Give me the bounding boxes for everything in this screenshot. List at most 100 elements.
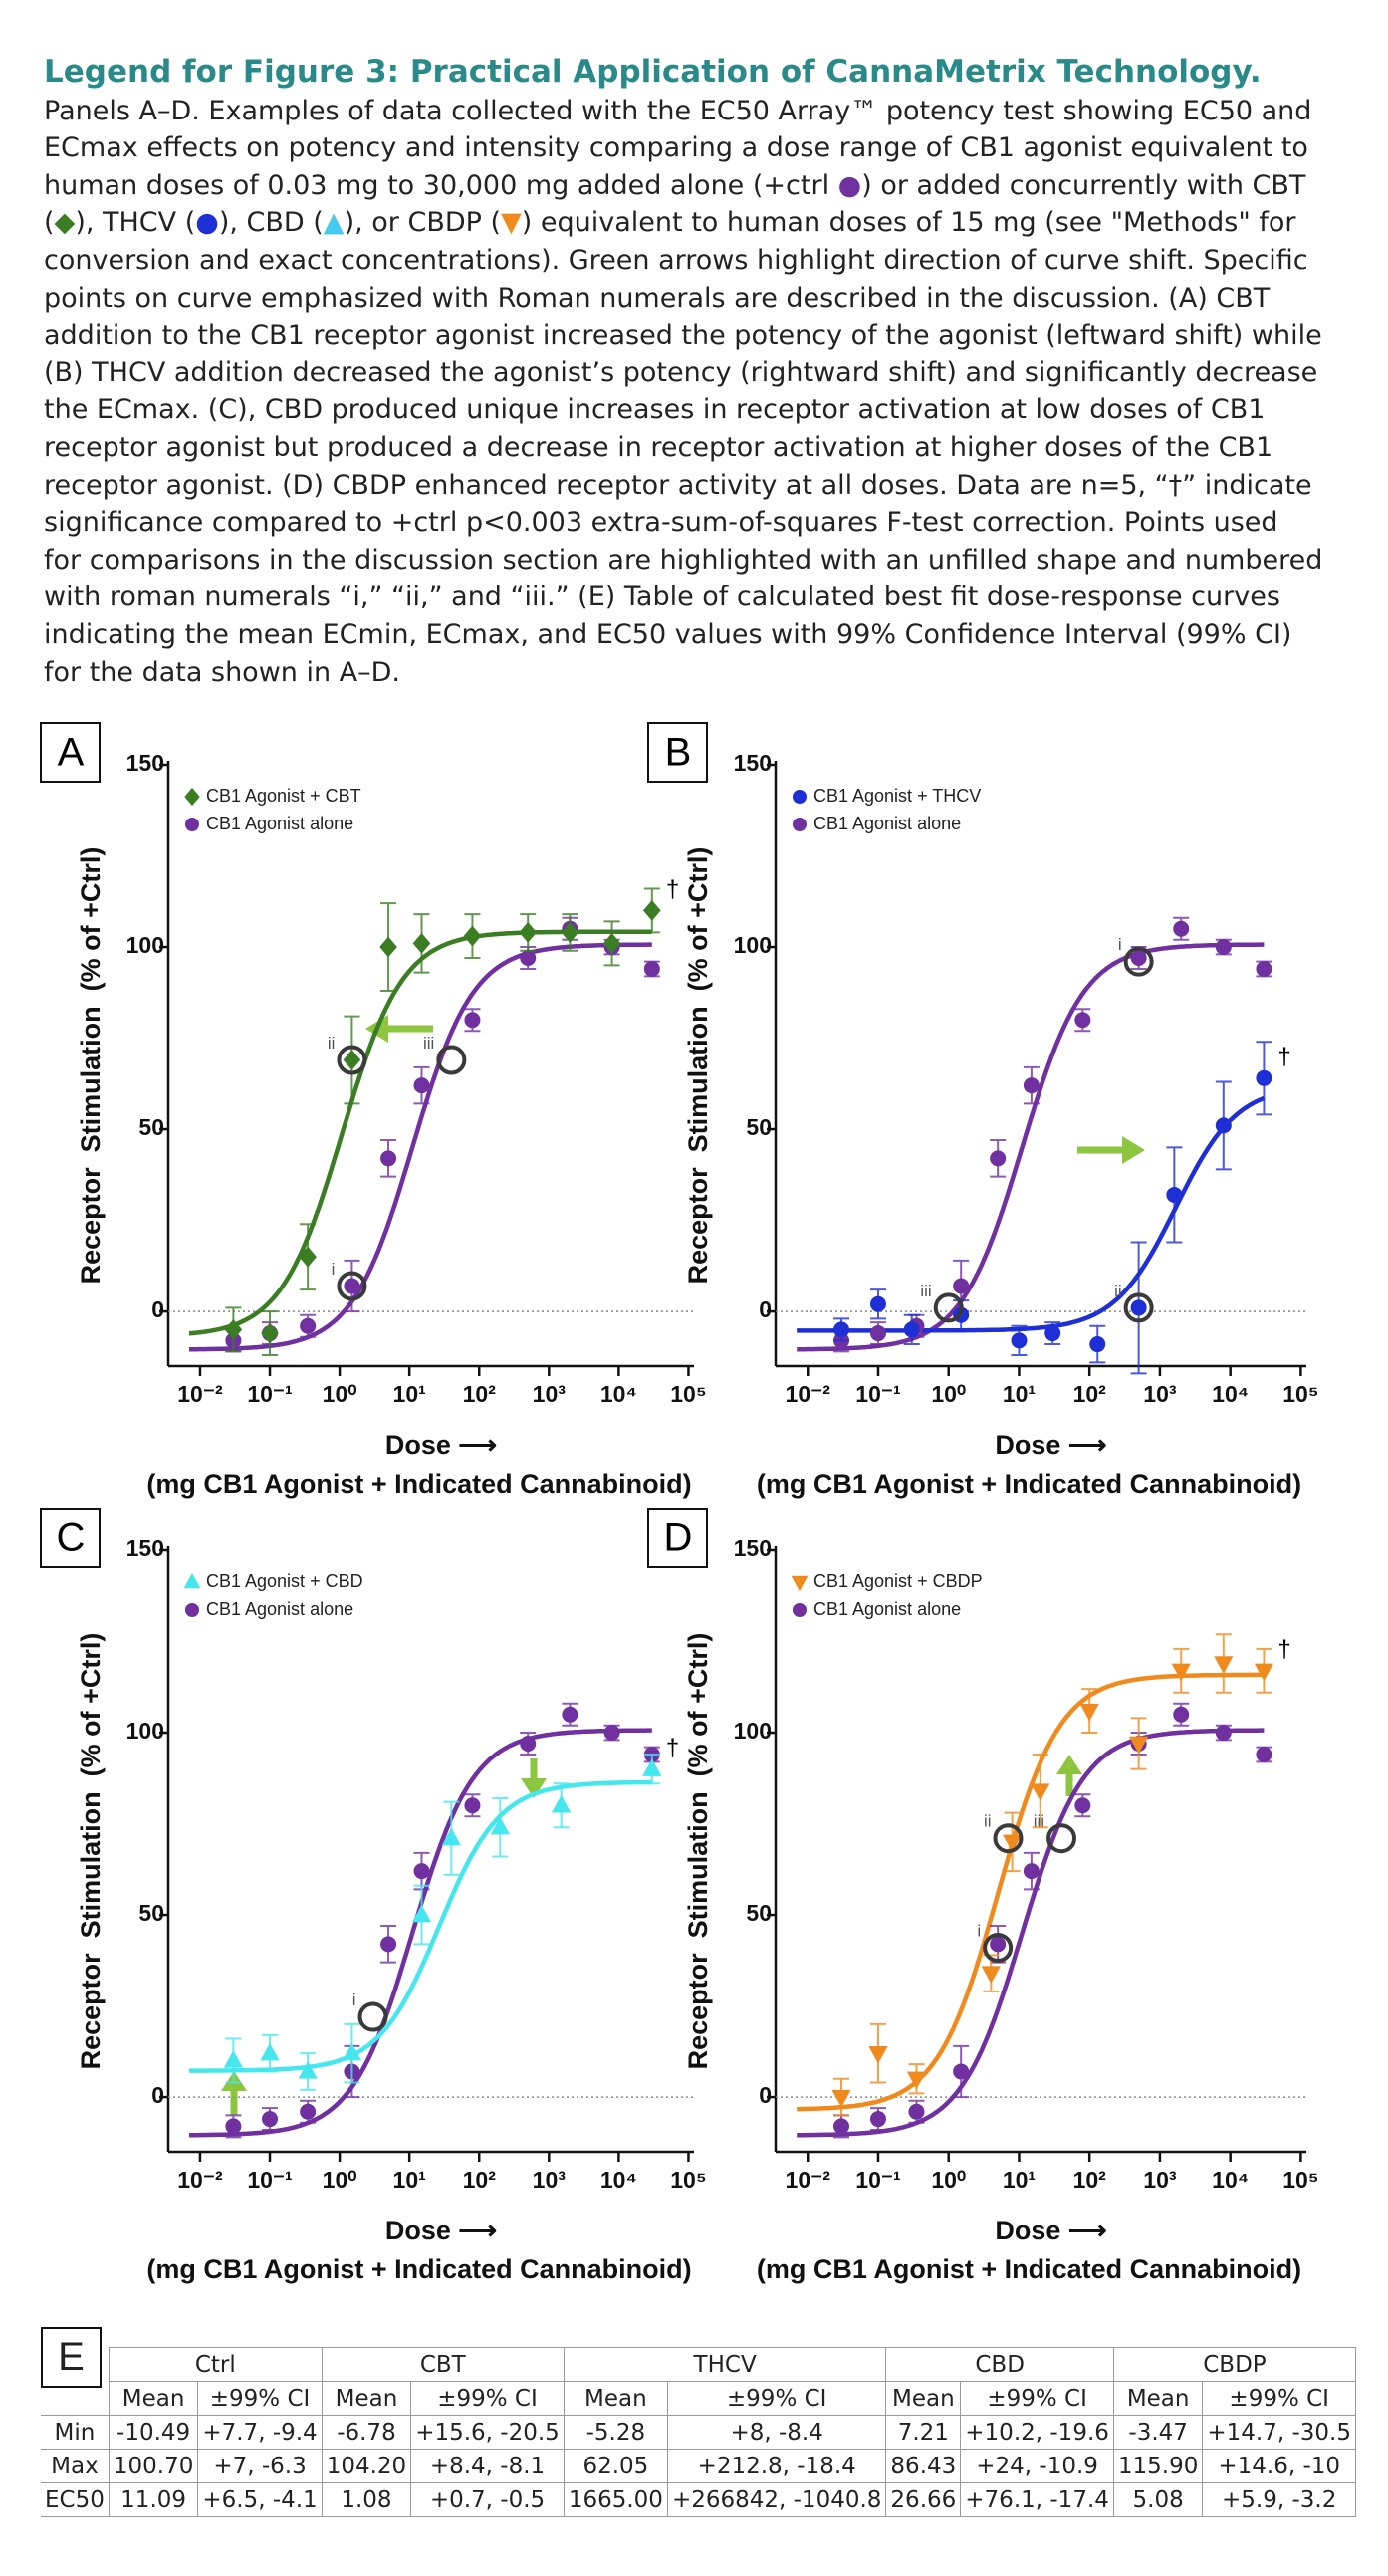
x-tick-label: 10¹ <box>393 1381 426 1407</box>
data-point <box>261 1322 279 1344</box>
highlight-point <box>933 1292 964 1323</box>
panel-label: C <box>57 1517 86 1560</box>
data-point <box>1173 920 1190 937</box>
data-point <box>411 1904 432 1923</box>
data-point <box>298 2061 318 2079</box>
table-cell: 7.21 <box>885 2415 962 2450</box>
chart-panel: C 0 50 100 150 10⁻² 10⁻¹ 10⁰ 10¹ 10² 10³ 10⁴ 10⁵ Rece… <box>40 1508 707 2284</box>
panel-box <box>647 722 708 783</box>
x-axis-label: Dose ⟶ <box>385 1430 497 1460</box>
data-point <box>380 1936 397 1953</box>
group-header: CBD <box>885 2347 1114 2382</box>
data-point <box>1031 1783 1050 1801</box>
x-tick-label: 10² <box>463 2167 497 2193</box>
x-tick-label: 10⁵ <box>670 1381 706 1407</box>
table-cell: -10.49 <box>108 2415 199 2450</box>
x-tick-label: 10⁴ <box>1212 2167 1249 2193</box>
table-cell: -3.47 <box>1112 2415 1204 2450</box>
x-tick-label: 10³ <box>1143 1381 1177 1407</box>
x-tick-label: 10⁵ <box>670 2167 706 2193</box>
table-cell: -6.78 <box>321 2415 412 2450</box>
table-cell: +8.4, -8.1 <box>410 2449 565 2483</box>
fit-curve <box>189 1728 652 2138</box>
x-axis-label: Dose ⟶ <box>385 2216 497 2245</box>
x-axis-sublabel: (mg CB1 Agonist + Indicated Cannabinoid) <box>757 1469 1301 1499</box>
subheader-row: Mean ±99% CI Mean ±99% CI Mean ±99% CI Mean ±99… <box>41 2381 1357 2416</box>
data-point <box>413 1077 430 1094</box>
data-point <box>519 921 538 943</box>
y-tick-label: 150 <box>126 1535 164 1561</box>
subheader: ±99% CI <box>1202 2381 1357 2416</box>
data-point <box>464 1797 481 1814</box>
highlight-point <box>983 1933 1014 1964</box>
chart-panel: A 0 50 100 150 10⁻² 10⁻¹ 10⁰ 10¹ 10² 10³ 10⁴ 10⁵ Rece… <box>40 722 707 1499</box>
panel-label: A <box>58 731 85 775</box>
legend-text: ), CBD ( <box>218 207 324 239</box>
x-tick-label: 10¹ <box>1003 1381 1036 1407</box>
table-cell: 5.08 <box>1112 2482 1204 2517</box>
data-point <box>1166 1186 1183 1203</box>
x-tick-label: 10⁻² <box>786 2167 831 2193</box>
fit-curve <box>797 942 1265 1352</box>
data-point <box>1044 1325 1061 1342</box>
x-tick-label: 10³ <box>533 2167 567 2193</box>
significance-mark: † <box>1277 1044 1290 1070</box>
table-cell: +14.6, -10 <box>1202 2449 1357 2483</box>
data-point <box>1074 1012 1091 1029</box>
legend-marker <box>793 818 807 831</box>
x-tick-label: 10⁰ <box>931 2167 966 2193</box>
y-tick-label: 0 <box>759 1296 772 1322</box>
data-point <box>1215 1725 1232 1742</box>
legend-marker <box>185 818 199 831</box>
data-point <box>224 1318 243 1340</box>
table-cell: +8, -8.4 <box>666 2415 887 2450</box>
data-point <box>225 2118 242 2135</box>
x-tick-label: 10⁻² <box>177 2167 223 2193</box>
panel-label: E <box>41 2327 102 2388</box>
data-point <box>833 1321 849 1338</box>
y-axis-label: Receptor Stimulation (% of +Ctrl) <box>76 847 106 1285</box>
data-point <box>642 1758 662 1776</box>
arrowhead <box>1122 1136 1145 1164</box>
legend-marker <box>184 787 200 807</box>
legend-label: CB1 Agonist alone <box>206 814 353 833</box>
significance-mark: † <box>1277 1636 1290 1663</box>
y-tick-label: 0 <box>759 2082 772 2108</box>
x-tick-label: 10⁵ <box>1282 2167 1318 2193</box>
table-cell: +7, -6.3 <box>197 2449 323 2483</box>
y-tick-label: 100 <box>734 932 772 958</box>
highlight-label: i <box>332 1260 336 1279</box>
data-point <box>344 1278 360 1294</box>
data-point <box>833 2118 849 2135</box>
data-point <box>643 900 661 921</box>
data-point <box>520 1736 537 1753</box>
table-cell: +6.5, -4.1 <box>197 2482 323 2517</box>
data-point <box>262 2111 279 2128</box>
legend-text: ) equivalent to human doses of 15 mg (se… <box>44 207 1323 688</box>
table-cell: +14.7, -30.5 <box>1202 2415 1357 2450</box>
group-header: CBDP <box>1112 2347 1357 2382</box>
legend-symbol: ▼ <box>501 207 522 239</box>
significance-mark: † <box>666 876 679 903</box>
subheader: ±99% CI <box>960 2381 1114 2416</box>
data-point <box>380 1150 397 1167</box>
table-cell: 26.66 <box>885 2482 962 2517</box>
legend-text: ), or CBDP ( <box>344 207 502 239</box>
highlight-label: i <box>977 1921 981 1940</box>
y-tick-label: 50 <box>746 1900 772 1926</box>
y-tick-label: 50 <box>746 1114 772 1140</box>
table-cell: 100.70 <box>108 2449 199 2483</box>
x-tick-label: 10⁻¹ <box>247 1381 292 1407</box>
y-tick-label: 100 <box>734 1718 772 1744</box>
table-cell: +266842, -1040.8 <box>666 2482 887 2517</box>
legend-symbol: ◆ <box>54 207 76 239</box>
data-point <box>953 2063 970 2080</box>
table-cell: 104.20 <box>321 2449 412 2483</box>
subheader: ±99% CI <box>666 2381 887 2416</box>
x-tick-label: 10³ <box>533 1381 567 1407</box>
x-tick-label: 10⁻² <box>786 1381 831 1407</box>
x-tick-label: 10⁰ <box>931 1381 966 1407</box>
arrowhead <box>1056 1755 1082 1774</box>
data-point <box>413 1863 430 1880</box>
